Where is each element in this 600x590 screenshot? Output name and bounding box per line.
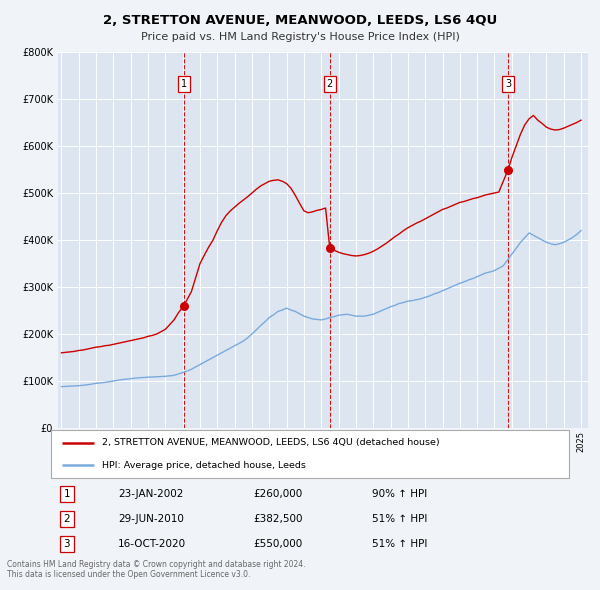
- Text: 2: 2: [326, 79, 333, 89]
- Text: Contains HM Land Registry data © Crown copyright and database right 2024.
This d: Contains HM Land Registry data © Crown c…: [7, 559, 305, 579]
- Text: £260,000: £260,000: [253, 489, 302, 499]
- Text: 2: 2: [64, 514, 70, 524]
- Text: 51% ↑ HPI: 51% ↑ HPI: [372, 514, 427, 524]
- Text: 1: 1: [64, 489, 70, 499]
- Text: 3: 3: [505, 79, 511, 89]
- Text: 23-JAN-2002: 23-JAN-2002: [118, 489, 184, 499]
- Text: HPI: Average price, detached house, Leeds: HPI: Average price, detached house, Leed…: [102, 461, 306, 470]
- Text: 3: 3: [64, 539, 70, 549]
- Text: 29-JUN-2010: 29-JUN-2010: [118, 514, 184, 524]
- Text: £382,500: £382,500: [253, 514, 303, 524]
- Text: 1: 1: [181, 79, 187, 89]
- Text: 90% ↑ HPI: 90% ↑ HPI: [372, 489, 427, 499]
- Text: 2, STRETTON AVENUE, MEANWOOD, LEEDS, LS6 4QU: 2, STRETTON AVENUE, MEANWOOD, LEEDS, LS6…: [103, 14, 497, 27]
- Text: 16-OCT-2020: 16-OCT-2020: [118, 539, 187, 549]
- Text: Price paid vs. HM Land Registry's House Price Index (HPI): Price paid vs. HM Land Registry's House …: [140, 32, 460, 42]
- Text: 2, STRETTON AVENUE, MEANWOOD, LEEDS, LS6 4QU (detached house): 2, STRETTON AVENUE, MEANWOOD, LEEDS, LS6…: [102, 438, 440, 447]
- FancyBboxPatch shape: [50, 430, 569, 478]
- Text: £550,000: £550,000: [253, 539, 302, 549]
- Text: 51% ↑ HPI: 51% ↑ HPI: [372, 539, 427, 549]
